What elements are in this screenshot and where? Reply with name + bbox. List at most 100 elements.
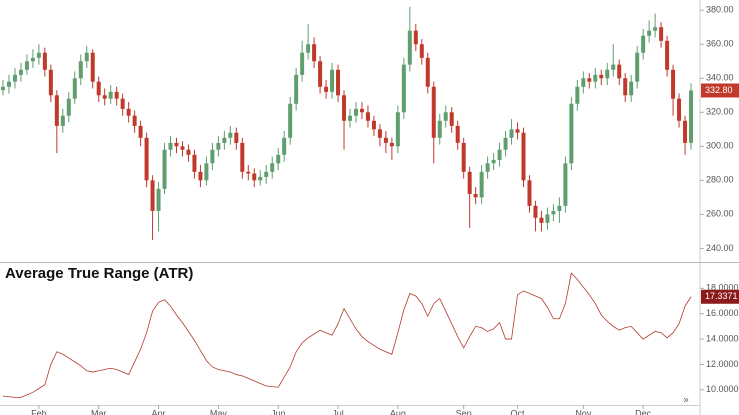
- candle-body: [539, 217, 544, 223]
- candle-body: [665, 40, 670, 70]
- x-tick-label: Jul: [332, 408, 344, 415]
- x-tick-label: Mar: [91, 408, 107, 415]
- y-tick-label: 300.00: [706, 141, 734, 151]
- candle-body: [264, 171, 269, 177]
- candle-body: [18, 69, 23, 75]
- candle-body: [581, 78, 586, 87]
- candle-body: [671, 69, 676, 99]
- candle-body: [575, 86, 580, 104]
- price-badge: [701, 83, 739, 98]
- candle-body: [491, 159, 496, 164]
- candle-body: [563, 163, 568, 206]
- candle-body: [246, 171, 251, 174]
- candle-body: [276, 154, 281, 164]
- candle-body: [180, 146, 185, 150]
- candle-body: [527, 180, 532, 206]
- candle-body: [186, 149, 191, 155]
- candle-body: [653, 27, 658, 31]
- candle-body: [641, 35, 646, 53]
- candle-body: [635, 52, 640, 82]
- candle-body: [569, 103, 574, 164]
- candle-body: [84, 52, 89, 62]
- candle-body: [545, 214, 550, 223]
- candle-body: [300, 52, 305, 75]
- candle-body: [425, 57, 430, 87]
- x-tick-label: Dec: [635, 408, 652, 415]
- candle-body: [617, 64, 622, 79]
- value-badge: [701, 289, 739, 304]
- candle-body: [359, 108, 364, 113]
- y-tick-label: 18.0000: [706, 283, 739, 293]
- candle-body: [138, 125, 143, 138]
- candle-body: [174, 142, 179, 147]
- candle-body: [252, 173, 257, 181]
- candle-body: [473, 193, 478, 198]
- candle-body: [419, 44, 424, 58]
- candle-body: [108, 91, 113, 99]
- candle-body: [336, 69, 341, 96]
- candle-body: [611, 64, 616, 70]
- candle-body: [623, 78, 628, 96]
- y-tick-label: 280.00: [706, 175, 734, 185]
- candle-body: [348, 115, 352, 121]
- candle-body: [437, 120, 442, 138]
- candle-body: [485, 163, 490, 172]
- x-tick-label: Sep: [456, 408, 472, 415]
- x-tick-label: Nov: [575, 408, 592, 415]
- x-tick-label: Aug: [390, 408, 406, 415]
- candle-body: [150, 180, 155, 211]
- value-badge-label: 17.3371: [705, 291, 738, 301]
- candle-body: [90, 52, 95, 82]
- candle-body: [497, 149, 502, 160]
- scroll-icon[interactable]: »: [683, 395, 689, 406]
- candle-body: [467, 171, 472, 194]
- candle-body: [156, 188, 161, 211]
- candle-body: [551, 210, 556, 215]
- candle-body: [413, 30, 418, 45]
- candle-body: [198, 171, 203, 181]
- candle-body: [6, 81, 11, 87]
- y-tick-label: 340.00: [706, 73, 734, 83]
- y-tick-label: 380.00: [706, 5, 734, 15]
- candle-body: [521, 132, 526, 181]
- candle-body: [270, 163, 275, 172]
- x-tick-label: Apr: [152, 408, 166, 415]
- candle-body: [126, 108, 131, 116]
- candle-body: [503, 137, 508, 150]
- candle-body: [509, 129, 514, 138]
- candle-body: [557, 205, 562, 211]
- candle-body: [353, 108, 358, 116]
- candle-body: [659, 27, 664, 41]
- candle-body: [677, 98, 682, 121]
- candle-body: [395, 112, 400, 147]
- y-tick-label: 360.00: [706, 39, 734, 49]
- candle-body: [515, 129, 520, 133]
- candle-body: [288, 103, 293, 138]
- candle-body: [72, 78, 77, 99]
- candle-body: [443, 112, 448, 121]
- candle-body: [96, 81, 101, 96]
- candle-body: [12, 74, 17, 82]
- candle-body: [407, 30, 412, 65]
- candle-body: [234, 132, 239, 143]
- candle-body: [66, 98, 71, 116]
- x-tick-label: Feb: [31, 408, 47, 415]
- y-tick-label: 320.00: [706, 107, 734, 117]
- atr-line: [2, 272, 692, 398]
- candle-body: [258, 176, 263, 181]
- candle-body: [120, 98, 125, 109]
- candle-body: [330, 69, 335, 92]
- candle-body: [629, 81, 634, 96]
- candle-body: [371, 120, 376, 130]
- x-tick-label: May: [210, 408, 228, 415]
- price-badge-label: 332.80: [705, 85, 733, 95]
- candle-body: [461, 142, 466, 172]
- candle-body: [605, 69, 610, 79]
- candle-body: [683, 120, 688, 143]
- candle-body: [479, 171, 484, 198]
- candle-body: [587, 78, 592, 82]
- candle-body: [102, 95, 107, 99]
- candle-body: [222, 137, 227, 143]
- candle-body: [60, 115, 65, 126]
